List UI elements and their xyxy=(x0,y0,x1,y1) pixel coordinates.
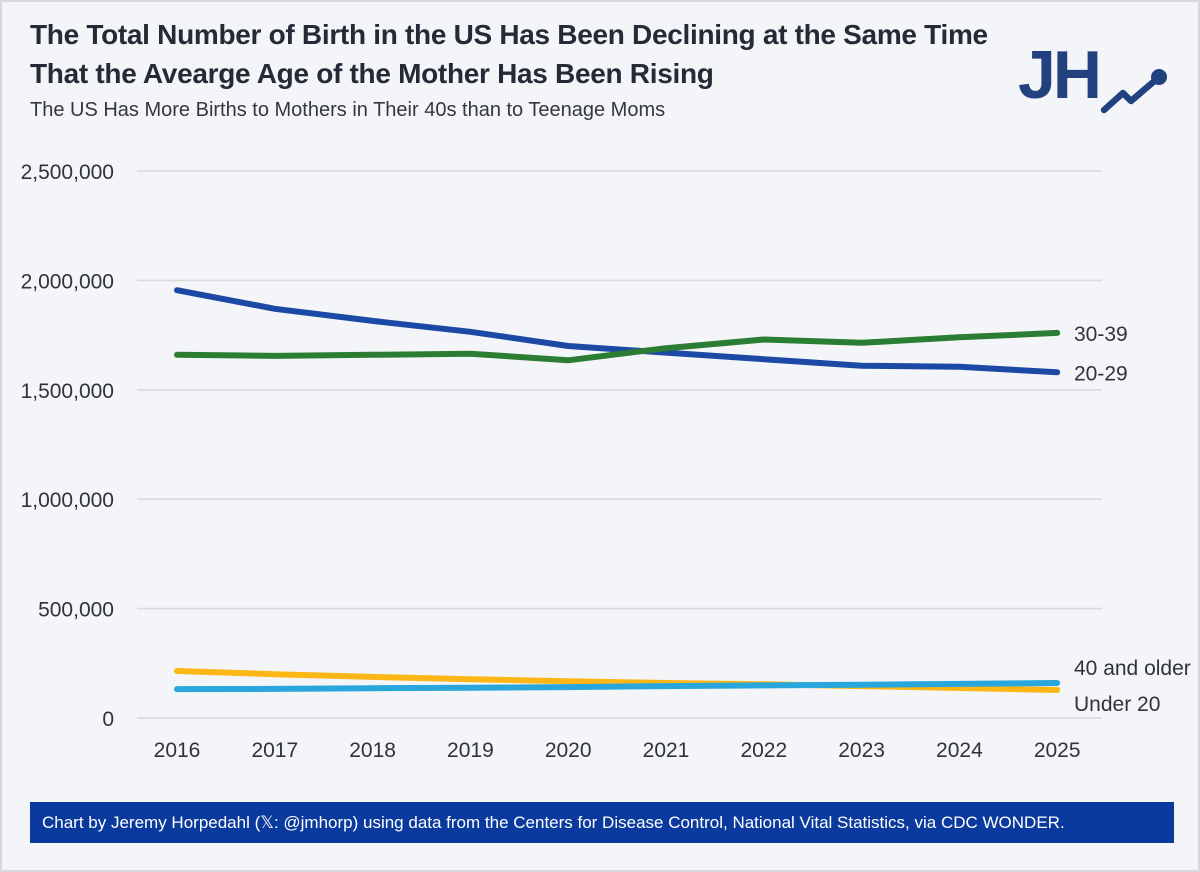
x-tick-label: 2022 xyxy=(740,739,787,762)
x-tick-label: 2023 xyxy=(838,739,885,762)
series-label-40-and-older: 40 and older xyxy=(1074,657,1191,680)
y-tick-label: 0 xyxy=(102,708,114,731)
credit-bar: Chart by Jeremy Horpedahl (𝕏: @jmhorp) u… xyxy=(30,802,1174,843)
series-line-20-29 xyxy=(174,287,1061,376)
chart-subtitle: The US Has More Births to Mothers in The… xyxy=(30,99,666,121)
y-tick-label: 1,000,000 xyxy=(21,489,114,512)
series-label-30-39: 30-39 xyxy=(1074,323,1128,346)
chart-title-line1: The Total Number of Birth in the US Has … xyxy=(30,19,988,50)
y-tick-label: 500,000 xyxy=(38,599,114,622)
x-tick-label: 2024 xyxy=(936,739,983,762)
y-tick-label: 2,000,000 xyxy=(21,270,114,293)
jh-logo-letters: JH xyxy=(1018,37,1102,113)
x-tick-label: 2017 xyxy=(251,739,298,762)
births-line-chart: 0 500,000 1,000,000 1,500,000 2,000,000 2,500… xyxy=(21,161,1191,762)
y-tick-label: 1,500,000 xyxy=(21,380,114,403)
x-tick-label: 2020 xyxy=(545,739,592,762)
x-tick-label: 2019 xyxy=(447,739,494,762)
x-tick-label: 2021 xyxy=(643,739,690,762)
credit-text: Chart by Jeremy Horpedahl (𝕏: @jmhorp) u… xyxy=(42,813,1065,832)
chart-title-line2: That the Avearge Age of the Mother Has B… xyxy=(30,58,714,89)
series-line-30-39 xyxy=(174,329,1061,364)
series-label-20-29: 20-29 xyxy=(1074,362,1128,385)
series-label-under-20: Under 20 xyxy=(1074,693,1160,716)
jh-logo: JH xyxy=(1018,37,1170,120)
line-chart-squiggle-icon xyxy=(1100,69,1167,117)
series-line-40-and-older xyxy=(174,680,1061,693)
x-tick-label: 2018 xyxy=(349,739,396,762)
x-tick-label: 2025 xyxy=(1034,739,1081,762)
y-tick-label: 2,500,000 xyxy=(21,161,114,184)
x-tick-label: 2016 xyxy=(154,739,201,762)
chart-header: The Total Number of Birth in the US Has … xyxy=(30,15,1010,123)
